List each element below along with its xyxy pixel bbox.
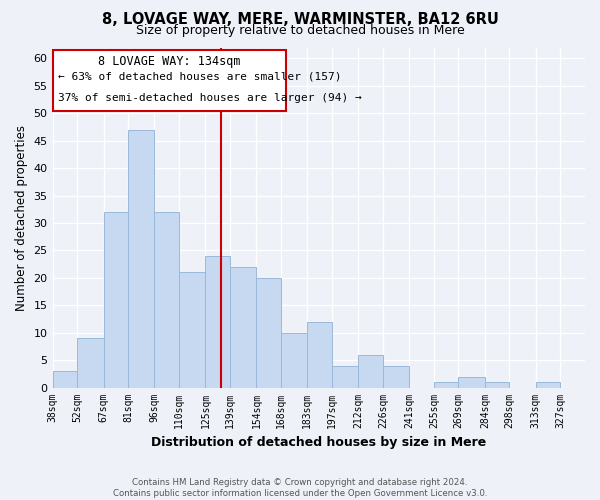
- Y-axis label: Number of detached properties: Number of detached properties: [15, 124, 28, 310]
- Bar: [358, 354, 383, 388]
- Bar: [256, 278, 281, 388]
- Text: Size of property relative to detached houses in Mere: Size of property relative to detached ho…: [136, 24, 464, 37]
- Bar: [332, 366, 358, 388]
- Bar: [53, 371, 77, 388]
- FancyBboxPatch shape: [53, 50, 286, 110]
- Text: 37% of semi-detached houses are larger (94) →: 37% of semi-detached houses are larger (…: [58, 92, 362, 102]
- Bar: [104, 212, 128, 388]
- Bar: [307, 322, 332, 388]
- Bar: [383, 366, 409, 388]
- Text: ← 63% of detached houses are smaller (157): ← 63% of detached houses are smaller (15…: [58, 72, 341, 82]
- X-axis label: Distribution of detached houses by size in Mere: Distribution of detached houses by size …: [151, 436, 487, 449]
- Bar: [205, 256, 230, 388]
- Bar: [458, 376, 485, 388]
- Bar: [154, 212, 179, 388]
- Bar: [77, 338, 104, 388]
- Bar: [230, 267, 256, 388]
- Bar: [281, 332, 307, 388]
- Bar: [434, 382, 458, 388]
- Bar: [179, 272, 205, 388]
- Bar: [536, 382, 560, 388]
- Text: Contains HM Land Registry data © Crown copyright and database right 2024.
Contai: Contains HM Land Registry data © Crown c…: [113, 478, 487, 498]
- Text: 8 LOVAGE WAY: 134sqm: 8 LOVAGE WAY: 134sqm: [98, 54, 241, 68]
- Bar: [485, 382, 509, 388]
- Text: 8, LOVAGE WAY, MERE, WARMINSTER, BA12 6RU: 8, LOVAGE WAY, MERE, WARMINSTER, BA12 6R…: [101, 12, 499, 28]
- Bar: [128, 130, 154, 388]
